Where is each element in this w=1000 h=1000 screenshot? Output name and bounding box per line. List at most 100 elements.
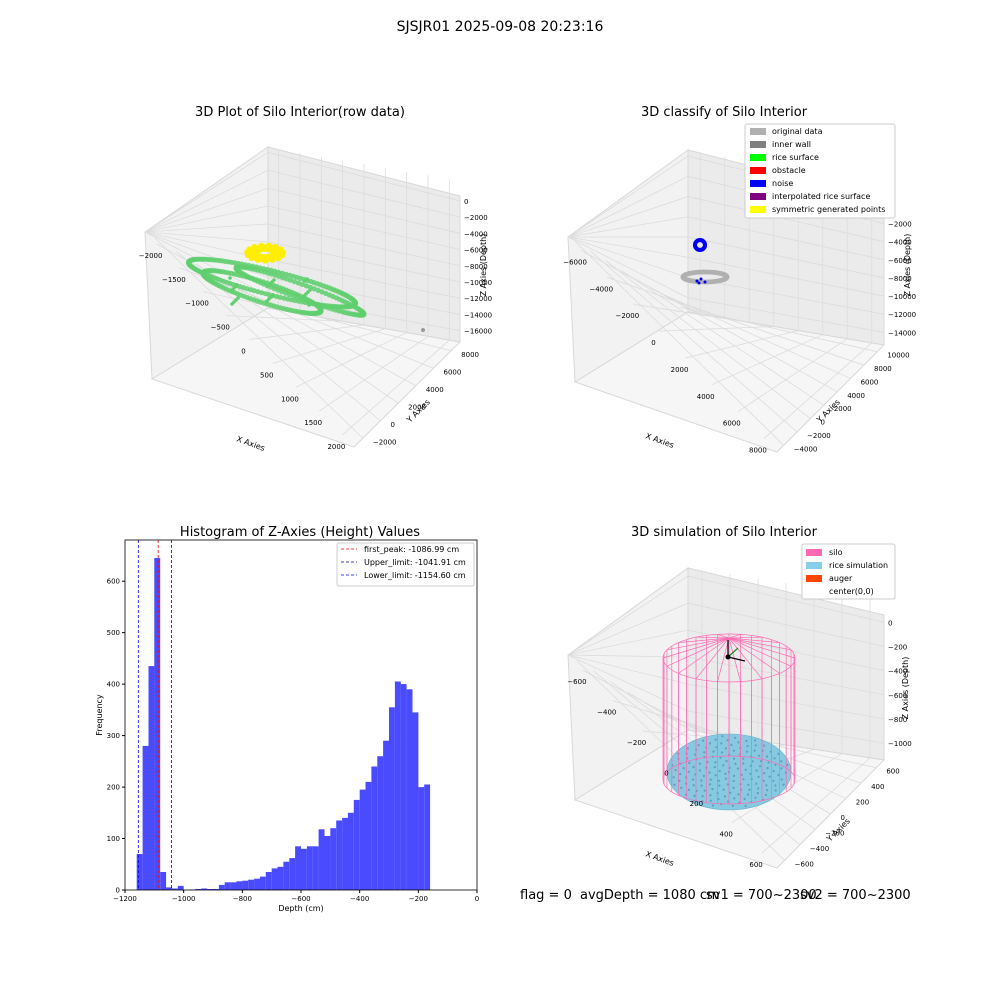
rice-simulation-point: [717, 797, 720, 801]
p4-x-tick-label: −200: [627, 739, 646, 747]
histogram-bar: [207, 889, 213, 890]
rice-simulation-point: [722, 764, 725, 767]
rice-simulation-point: [780, 760, 783, 763]
p2-grid-y-line: [590, 250, 798, 433]
histogram-bar: [371, 766, 378, 890]
p1-z-tick-label: −4000: [464, 230, 488, 238]
rice-simulation-point: [762, 779, 765, 782]
p1-grid-y-line: [154, 238, 364, 439]
p2-grid-y-line: [635, 278, 838, 393]
histogram-bar: [248, 879, 255, 890]
rice-simulation-point: [714, 774, 717, 777]
p1-grid-z-line: [144, 151, 461, 233]
rice-simulation-point: [723, 795, 727, 798]
rice-simulation-point: [714, 738, 717, 741]
p1-y-tick-label: 4000: [426, 386, 444, 394]
p1-grid-z-line: [144, 223, 461, 267]
rice-simulation-point: [749, 772, 752, 775]
rice-simulation-point: [763, 772, 766, 775]
histogram-y-tick-label: 100: [107, 835, 120, 843]
histogram-bar: [195, 889, 202, 890]
p1-y-tick-label: 2000: [408, 403, 426, 411]
p1-grid-x-line: [318, 336, 429, 412]
p4-z-tick-label: −1000: [888, 740, 912, 748]
histogram-bar: [324, 836, 331, 890]
histogram-bar: [218, 884, 225, 890]
rice-simulation-point: [753, 739, 757, 742]
rice-simulation-point: [782, 783, 785, 786]
histogram-y-tick-label: 300: [107, 732, 120, 740]
rice-simulation-point: [680, 786, 683, 790]
p4-grid-z-line: [567, 654, 885, 696]
silo-roof-line: [728, 636, 763, 639]
raw-data-point: [299, 296, 305, 302]
rice-simulation-point: [672, 776, 675, 779]
histogram-x-tick-label: −400: [350, 895, 369, 903]
histogram-x-tick-label: −1200: [113, 895, 137, 903]
raw-data-point: [314, 301, 321, 307]
histogram-bar: [201, 888, 208, 890]
rice-simulation-point: [757, 787, 760, 790]
classify-legend-swatch: [750, 128, 766, 135]
histogram-legend-label: Upper_limit: -1041.91 cm: [364, 558, 466, 567]
simulation-legend-entries: silo rice simulation auger center(0,0): [806, 548, 888, 596]
histogram-y-tick-label: 200: [107, 784, 120, 792]
p2-x-tick-label: 4000: [697, 393, 715, 401]
rice-simulation-point: [734, 762, 737, 765]
histogram-bar: [142, 745, 149, 890]
histogram-bar: [265, 872, 272, 890]
simulation-plot-z-label: Z Axies (Depth): [901, 657, 910, 720]
histogram-y-ticks: 0 100 200 300 400 500 600: [107, 578, 125, 895]
histogram-bar: [383, 740, 389, 890]
histogram-bar: [242, 880, 249, 890]
histogram-legend-label: first_peak: -1086.99 cm: [364, 545, 459, 554]
rice-simulation-point: [738, 801, 741, 804]
rice-simulation-point: [685, 776, 688, 779]
histogram-bar: [342, 817, 348, 890]
simulation-legend-swatch: [806, 562, 822, 569]
rice-simulation-point: [701, 795, 704, 798]
p1-z-tick-label: −8000: [464, 263, 488, 271]
symmetric-generated-point: [275, 255, 282, 262]
p2-x-tick-label: −6000: [563, 258, 587, 266]
raw-point-cloud: [185, 242, 425, 332]
p2-x-tick-label: 6000: [723, 420, 741, 428]
rice-simulation-point: [698, 769, 702, 772]
rice-simulation-point: [685, 757, 689, 760]
rice-simulation-point: [703, 751, 706, 754]
classify-plot-floor-pane: [573, 311, 886, 453]
flag-status: flag = 0: [520, 888, 572, 903]
classify-legend-box: [744, 123, 896, 219]
histogram-y-tick-label: 600: [107, 578, 120, 586]
rice-simulation-point: [786, 763, 789, 767]
rice-simulation-point: [733, 797, 736, 800]
classify-legend-label: noise: [772, 179, 793, 188]
rice-simulation-point: [772, 770, 775, 773]
p2-z-tick-label: −4000: [888, 239, 912, 247]
rice-simulation-point: [692, 784, 695, 787]
histogram-y-tick-label: 500: [107, 629, 120, 637]
raw-data-point: [228, 276, 232, 280]
histogram-bar: [136, 854, 143, 890]
rice-simulation-point: [768, 775, 771, 778]
rice-simulation-point: [745, 750, 749, 753]
histogram-bar: [148, 666, 155, 890]
rice-simulation-point: [702, 774, 706, 778]
p2-grid-y-line: [575, 241, 784, 446]
rice-simulation-point: [693, 794, 696, 798]
rice-simulation-point: [759, 760, 763, 763]
p1-grid-z-line: [144, 231, 461, 315]
p2-z-tick-label: −12000: [888, 311, 916, 319]
classify-plot-grid: [567, 152, 885, 446]
p4-x-tick-label: 600: [749, 861, 762, 869]
raw-data-point: [272, 278, 276, 282]
simulation-legend-swatch: [806, 549, 822, 556]
raw-data-point: [318, 308, 324, 314]
p2-y-tick-label: −2000: [807, 432, 831, 440]
rice-simulation-point: [732, 786, 735, 790]
sv2-status: sv2 = 700~2300: [800, 888, 911, 903]
rice-simulation-point: [748, 788, 751, 791]
silo-roof-line: [695, 636, 730, 639]
histogram-x-tick-label: −800: [233, 895, 252, 903]
classify-legend-swatch: [750, 141, 766, 148]
